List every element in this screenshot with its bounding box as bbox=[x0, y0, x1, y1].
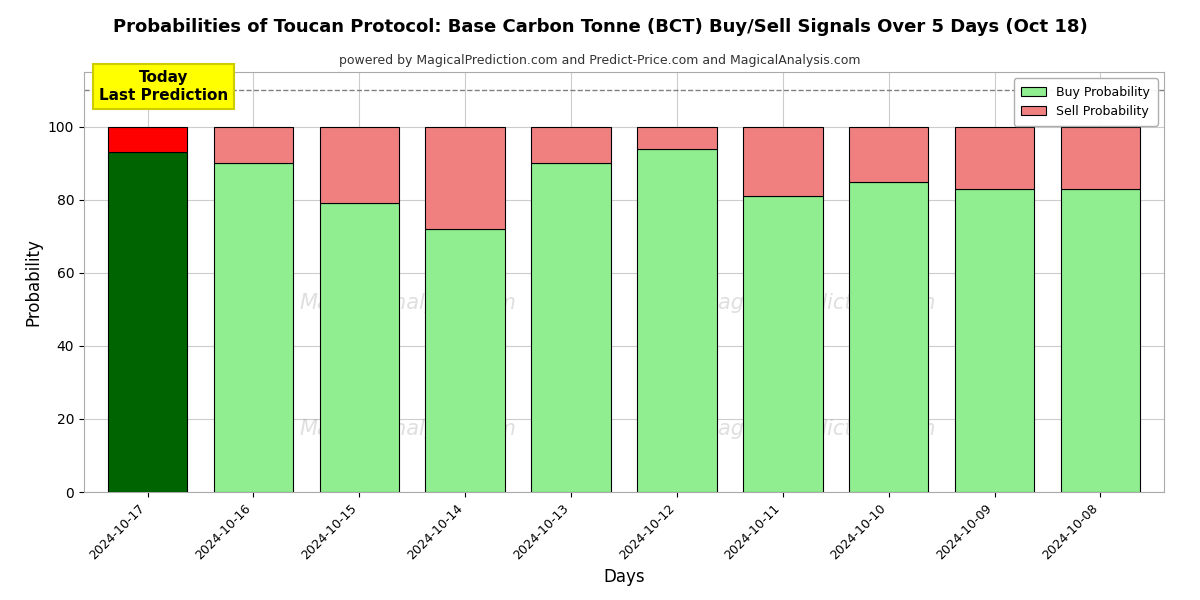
Bar bbox=[955, 127, 1034, 189]
Text: Today
Last Prediction: Today Last Prediction bbox=[98, 70, 228, 103]
Bar bbox=[743, 127, 822, 196]
Bar bbox=[637, 127, 716, 149]
Text: powered by MagicalPrediction.com and Predict-Price.com and MagicalAnalysis.com: powered by MagicalPrediction.com and Pre… bbox=[340, 54, 860, 67]
Bar bbox=[850, 127, 929, 182]
Bar bbox=[214, 127, 293, 163]
Bar bbox=[319, 203, 400, 492]
Bar bbox=[1061, 189, 1140, 492]
Bar bbox=[426, 229, 505, 492]
Legend: Buy Probability, Sell Probability: Buy Probability, Sell Probability bbox=[1014, 78, 1158, 125]
Bar bbox=[955, 189, 1034, 492]
Bar bbox=[532, 127, 611, 163]
Bar bbox=[426, 127, 505, 229]
Bar bbox=[637, 149, 716, 492]
Bar bbox=[743, 196, 822, 492]
Bar bbox=[108, 127, 187, 152]
Text: Probabilities of Toucan Protocol: Base Carbon Tonne (BCT) Buy/Sell Signals Over : Probabilities of Toucan Protocol: Base C… bbox=[113, 18, 1087, 36]
Bar bbox=[850, 182, 929, 492]
Text: MagicalAnalysis.com: MagicalAnalysis.com bbox=[300, 419, 516, 439]
Text: MagicalPrediction.com: MagicalPrediction.com bbox=[701, 293, 936, 313]
Bar bbox=[1061, 127, 1140, 189]
Bar bbox=[108, 152, 187, 492]
Bar bbox=[532, 163, 611, 492]
Bar bbox=[214, 163, 293, 492]
Text: MagicalAnalysis.com: MagicalAnalysis.com bbox=[300, 293, 516, 313]
X-axis label: Days: Days bbox=[604, 568, 644, 586]
Y-axis label: Probability: Probability bbox=[24, 238, 42, 326]
Text: MagicalPrediction.com: MagicalPrediction.com bbox=[701, 419, 936, 439]
Bar bbox=[319, 127, 400, 203]
